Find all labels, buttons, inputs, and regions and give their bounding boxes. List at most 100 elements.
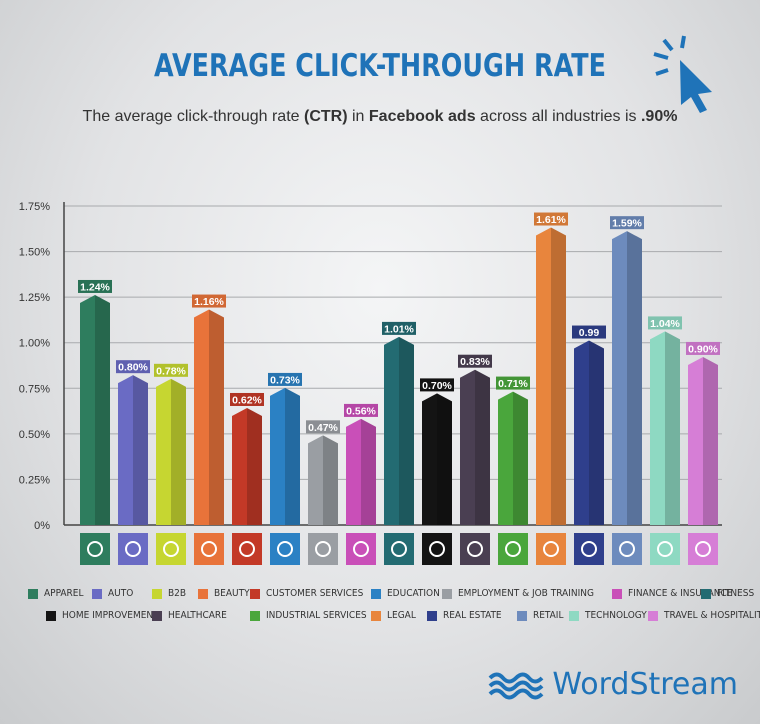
legend-label: HEALTHCARE	[168, 610, 227, 621]
data-label: 0.56%	[346, 405, 376, 417]
data-label-bg	[610, 216, 644, 230]
icon-glyph	[581, 541, 597, 557]
legend-swatch	[371, 588, 381, 599]
icon-glyph	[543, 541, 559, 557]
legend-label: FITNESS	[717, 588, 755, 599]
logo-text: WordStream	[552, 667, 738, 702]
legend-swatch	[152, 610, 162, 621]
medical-kit-icon	[460, 533, 490, 565]
legend-item: FITNESS	[701, 588, 754, 599]
legend-label: INDUSTRIAL SERVICES	[266, 610, 367, 621]
factory-icon	[498, 533, 528, 565]
legend-item: INDUSTRIAL SERVICES	[250, 610, 367, 621]
cursor-click-icon	[653, 35, 712, 113]
bar-customer-services	[232, 407, 262, 525]
data-label: 0.62%	[232, 394, 262, 406]
legend-label: RETAIL	[533, 610, 564, 621]
legend-label: FINANCE & INSURANCE	[628, 588, 733, 599]
briefcase-icon	[308, 533, 338, 565]
icon-glyph	[315, 541, 331, 557]
icon-glyph	[467, 541, 483, 557]
data-label: 0.73%	[270, 374, 300, 386]
legend-label: BEAUTY	[214, 588, 250, 599]
data-label-bg	[192, 294, 226, 308]
legend-swatch	[648, 610, 658, 621]
data-label-bg	[78, 279, 112, 293]
data-label-bg	[572, 325, 606, 339]
data-label: 1.59%	[612, 218, 642, 230]
bar-fitness	[384, 336, 414, 525]
laptop-icon	[650, 533, 680, 565]
legend-item: TRAVEL & HOSPITALITY	[648, 610, 760, 621]
chart-title: AVERAGE CLICK-THROUGH RATE	[154, 48, 606, 84]
legend-label: B2B	[168, 588, 187, 599]
data-label: 0.78%	[156, 365, 186, 377]
money-bag-icon	[346, 533, 376, 565]
subtitle-text: across all industries is	[475, 108, 641, 125]
legend-swatch	[250, 610, 260, 621]
bar-retail	[612, 231, 642, 525]
bar-healthcare	[460, 369, 490, 525]
subtitle-text: in	[347, 108, 369, 125]
legend-label: APPAREL	[44, 588, 84, 599]
icon-glyph	[429, 541, 445, 557]
legend-swatch	[517, 610, 527, 621]
bar-education	[270, 387, 300, 525]
legend-item: AUTO	[92, 588, 133, 599]
bar-finance-insurance	[346, 418, 376, 525]
y-tick-label: 1.75%	[19, 201, 50, 213]
legend-swatch	[371, 610, 381, 621]
icon-glyph	[505, 541, 521, 557]
legend-swatch	[612, 588, 622, 599]
bar-auto	[118, 375, 148, 525]
legend-swatch	[46, 610, 56, 621]
wordstream-logo: WordStream	[488, 667, 738, 702]
legend-item: REAL ESTATE	[427, 610, 502, 621]
icon-glyph	[277, 541, 293, 557]
legend-item: RETAIL	[517, 610, 563, 621]
data-label: 0.99	[579, 327, 600, 339]
data-label-bg	[230, 392, 264, 406]
map-pin-icon	[688, 533, 718, 565]
headset-icon	[232, 533, 262, 565]
book-icon	[270, 533, 300, 565]
legend-item: EDUCATION	[371, 588, 440, 599]
data-label-bg	[116, 360, 150, 374]
subtitle-ctr: (CTR)	[304, 108, 348, 125]
data-label-bg	[686, 341, 720, 355]
bar-travel-hospitality	[688, 356, 718, 525]
data-label: 0.70%	[422, 380, 452, 392]
icon-glyph	[239, 541, 255, 557]
legend-label: TECHNOLOGY	[585, 610, 647, 621]
legend-swatch	[152, 588, 162, 599]
legend-item: HOME IMPROVEMENT	[46, 610, 159, 621]
legend-item: FINANCE & INSURANCE	[612, 588, 733, 599]
bar-home-improvement	[422, 393, 452, 525]
icon-glyph	[163, 541, 179, 557]
bar-b-b	[156, 378, 186, 525]
y-tick-label: 0.50%	[19, 429, 50, 441]
subtitle-facebook: Facebook ads	[368, 108, 476, 125]
y-tick-label: 0.25%	[19, 474, 50, 486]
data-label: 0.47%	[308, 422, 338, 434]
icon-glyph	[619, 541, 635, 557]
icon-glyph	[201, 541, 217, 557]
icon-glyph	[657, 541, 673, 557]
icon-glyph	[125, 541, 141, 557]
y-tick-label: 1.50%	[19, 247, 50, 259]
legend-item: APPAREL	[28, 588, 83, 599]
legend-label: HOME IMPROVEMENT	[62, 610, 159, 621]
data-label-bg	[496, 376, 530, 390]
legend-label: EDUCATION	[387, 588, 440, 599]
chart-subtitle: The average click-through rate (CTR) in …	[0, 108, 760, 126]
mirror-icon	[194, 533, 224, 565]
bar-industrial-services	[498, 391, 528, 525]
legend-item: CUSTOMER SERVICES	[250, 588, 363, 599]
subtitle-average: .90%	[640, 108, 678, 125]
data-label-bg	[534, 212, 568, 226]
data-label: 0.83%	[460, 356, 490, 368]
muscle-icon	[384, 533, 414, 565]
legend-swatch	[28, 588, 38, 599]
data-label-bg	[420, 378, 454, 392]
